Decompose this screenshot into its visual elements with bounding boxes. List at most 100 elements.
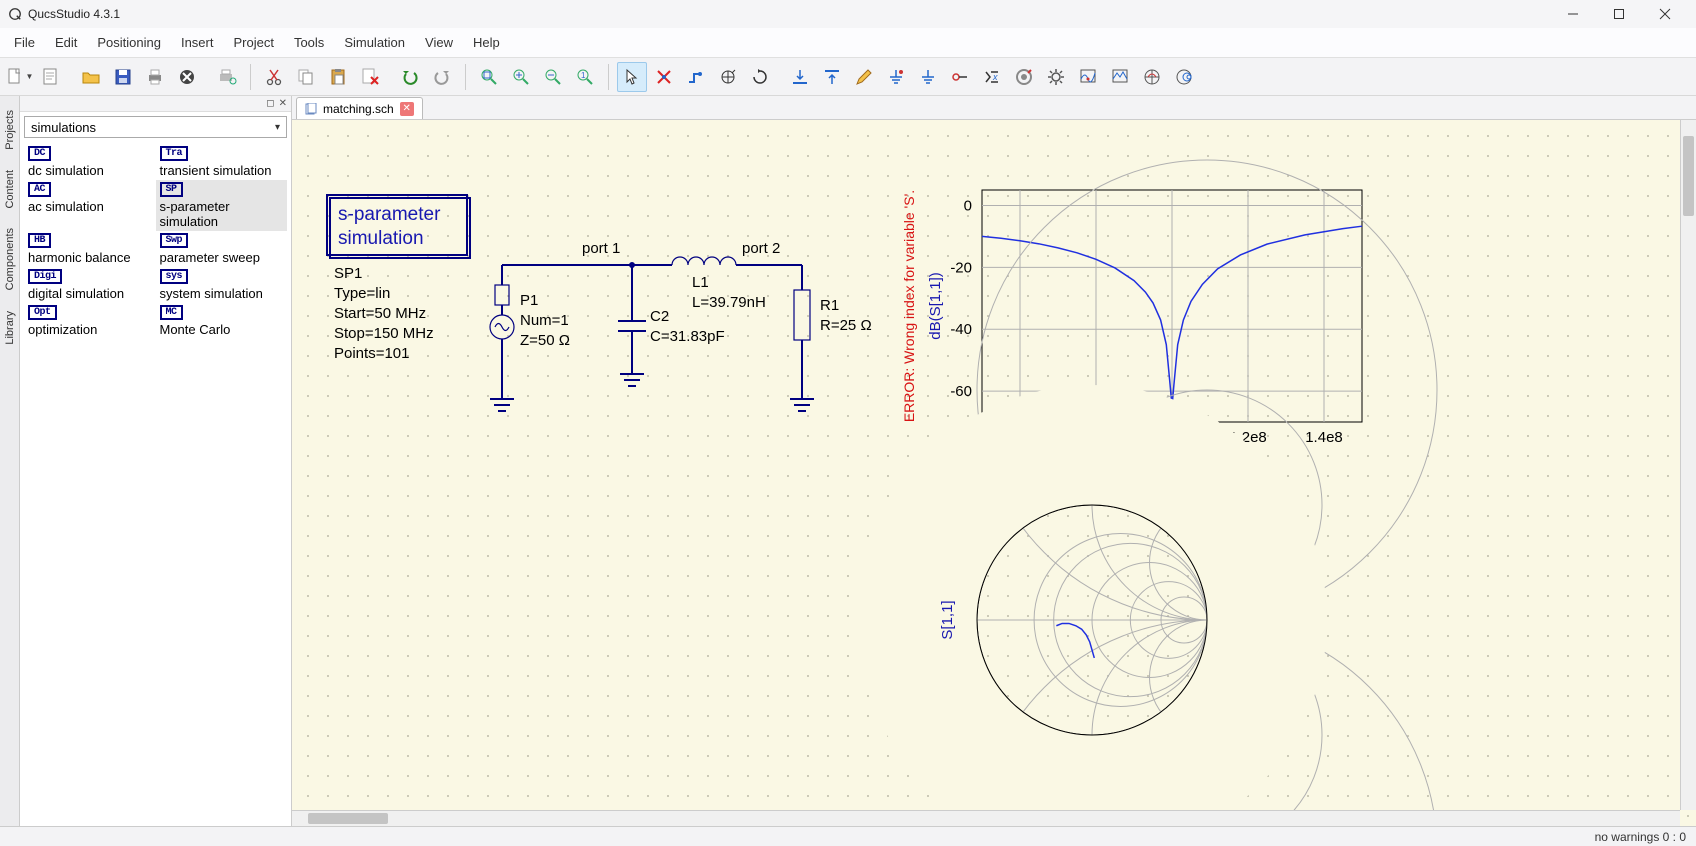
status-bar: no warnings 0 : 0 (0, 826, 1696, 846)
sim-icon: Tra (160, 146, 189, 161)
toolbar-rotate[interactable] (745, 62, 775, 92)
menu-edit[interactable]: Edit (45, 31, 87, 54)
toolbar-simulate[interactable] (1009, 62, 1039, 92)
toolbar-new-doc[interactable]: ▼ (4, 62, 34, 92)
svg-text:Points=101: Points=101 (334, 345, 409, 362)
sim-icon: MC (160, 305, 183, 320)
toolbar-print-view[interactable] (212, 62, 242, 92)
menu-simulation[interactable]: Simulation (334, 31, 415, 54)
sim-item-dc[interactable]: DCdc simulation (24, 144, 156, 180)
panel-header: ◻ ✕ (20, 96, 291, 112)
toolbar-zoom-fit[interactable] (474, 62, 504, 92)
menu-view[interactable]: View (415, 31, 463, 54)
sidetab-content[interactable]: Content (4, 160, 16, 219)
sidetab-library[interactable]: Library (4, 301, 16, 355)
svg-text:R1: R1 (820, 297, 839, 314)
combo-value: simulations (31, 120, 96, 135)
toolbar-wire[interactable] (681, 62, 711, 92)
toolbar-cut[interactable] (259, 62, 289, 92)
svg-text:-60: -60 (950, 383, 972, 400)
sim-item-sys[interactable]: syssystem simulation (156, 267, 288, 303)
toolbar-edit[interactable] (849, 62, 879, 92)
menu-insert[interactable]: Insert (171, 31, 224, 54)
svg-text:1: 1 (581, 71, 586, 80)
menu-help[interactable]: Help (463, 31, 510, 54)
document-tab[interactable]: matching.sch ✕ (296, 97, 423, 119)
sim-label: parameter sweep (160, 250, 260, 265)
toolbar-no-connect[interactable] (649, 62, 679, 92)
svg-text:R=25 Ω: R=25 Ω (820, 317, 872, 334)
toolbar-insert-ground[interactable] (881, 62, 911, 92)
sim-item-mc[interactable]: MCMonte Carlo (156, 303, 288, 339)
svg-text:port 2: port 2 (742, 240, 780, 257)
file-icon (305, 103, 317, 115)
tab-close-icon[interactable]: ✕ (400, 102, 414, 116)
toolbar-settings[interactable] (1041, 62, 1071, 92)
maximize-button[interactable] (1596, 0, 1642, 28)
sidetab-components[interactable]: Components (4, 218, 16, 300)
toolbar-delete-x[interactable] (355, 62, 385, 92)
svg-text:s-parameter: s-parameter (338, 204, 441, 225)
menu-tools[interactable]: Tools (284, 31, 334, 54)
sim-icon: Digi (28, 269, 62, 284)
toolbar-zoom-out[interactable] (538, 62, 568, 92)
svg-text:-20: -20 (950, 259, 972, 276)
sim-item-ac[interactable]: AC ac simulation (24, 180, 156, 231)
toolbar-align-bottom[interactable] (785, 62, 815, 92)
menu-file[interactable]: File (4, 31, 45, 54)
menu-positioning[interactable]: Positioning (87, 31, 171, 54)
category-combo[interactable]: simulations (24, 116, 287, 138)
toolbar-align-top[interactable] (817, 62, 847, 92)
sim-icon: AC (28, 182, 51, 197)
sim-item-opt[interactable]: Optoptimization (24, 303, 156, 339)
svg-text:x: x (992, 72, 998, 82)
toolbar-label[interactable] (713, 62, 743, 92)
toolbar-zoom-in[interactable] (506, 62, 536, 92)
svg-text:SP1: SP1 (334, 265, 362, 282)
sim-item-hb[interactable]: HBharmonic balance (24, 231, 156, 267)
sim-icon: Swp (160, 233, 189, 248)
sim-label: system simulation (160, 286, 263, 301)
sim-item-sp[interactable]: SPs-parameter simulation (156, 180, 288, 231)
menu-project[interactable]: Project (223, 31, 283, 54)
tab-strip: matching.sch ✕ (292, 96, 1696, 120)
toolbar-port[interactable] (945, 62, 975, 92)
svg-text:Stop=150 MHz: Stop=150 MHz (334, 325, 434, 342)
toolbar-undo[interactable] (395, 62, 425, 92)
toolbar-copy[interactable] (291, 62, 321, 92)
horizontal-scrollbar[interactable] (292, 810, 1680, 826)
minimize-button[interactable] (1550, 0, 1596, 28)
panel-undock-icon[interactable]: ◻ (266, 98, 274, 109)
toolbar-rect-diagram[interactable] (1105, 62, 1135, 92)
close-button[interactable] (1642, 0, 1688, 28)
toolbar-zoom-1[interactable]: 1 (570, 62, 600, 92)
svg-text:Start=50 MHz: Start=50 MHz (334, 305, 426, 322)
toolbar-print[interactable] (140, 62, 170, 92)
sim-label: ac simulation (28, 199, 104, 214)
toolbar-new-text[interactable] (36, 62, 66, 92)
schematic-canvas[interactable]: s-parametersimulationSP1Type=linStart=50… (292, 120, 1696, 826)
components-panel: ◻ ✕ simulations DCdc simulationTratransi… (20, 96, 292, 826)
sidetab-projects[interactable]: Projects (4, 100, 16, 160)
app-icon (8, 7, 22, 21)
toolbar-ground2[interactable] (913, 62, 943, 92)
toolbar-pointer[interactable] (617, 62, 647, 92)
toolbar-marker[interactable] (1073, 62, 1103, 92)
toolbar-paste[interactable] (323, 62, 353, 92)
vertical-scrollbar[interactable] (1680, 120, 1696, 810)
toolbar-smith[interactable] (1169, 62, 1199, 92)
panel-close-icon[interactable]: ✕ (279, 98, 287, 109)
sim-item-swp[interactable]: Swp parameter sweep (156, 231, 288, 267)
toolbar-open[interactable] (76, 62, 106, 92)
toolbar-equation[interactable]: x (977, 62, 1007, 92)
svg-text:Num=1: Num=1 (520, 312, 569, 329)
sim-label: dc simulation (28, 163, 104, 178)
sim-item-tra[interactable]: Tratransient simulation (156, 144, 288, 180)
toolbar-polar[interactable] (1137, 62, 1167, 92)
sim-item-digi[interactable]: Digidigital simulation (24, 267, 156, 303)
toolbar-delete-round[interactable] (172, 62, 202, 92)
toolbar-redo[interactable] (427, 62, 457, 92)
sim-label: s-parameter simulation (160, 199, 284, 229)
toolbar-save[interactable] (108, 62, 138, 92)
tab-label: matching.sch (323, 102, 394, 116)
